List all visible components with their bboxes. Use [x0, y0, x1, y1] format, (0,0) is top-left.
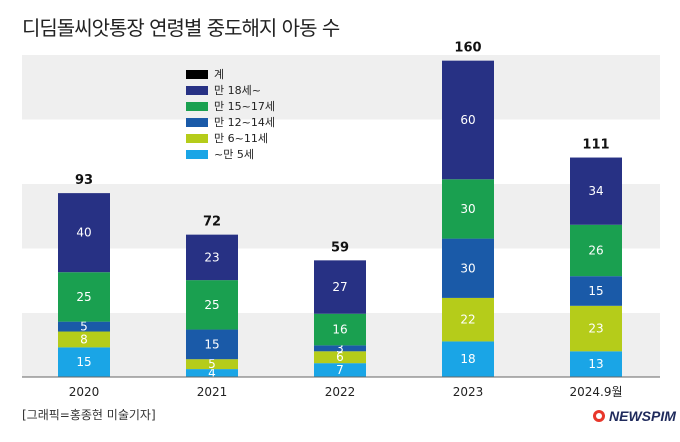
- bar-total-label: 111: [582, 138, 609, 153]
- legend-item: ~만 5세: [186, 146, 275, 162]
- bar-value-label: 30: [460, 202, 475, 216]
- bar-value-label: 30: [460, 261, 475, 275]
- bar-segment: [58, 193, 110, 273]
- legend-swatch: [186, 133, 208, 143]
- bar-value-label: 60: [460, 113, 475, 127]
- brand-dot-icon: [593, 410, 605, 422]
- legend-swatch: [186, 69, 208, 79]
- bar-total-label: 72: [203, 215, 221, 230]
- bar-value-label: 40: [76, 226, 91, 240]
- bar-value-label: 27: [332, 280, 347, 294]
- legend-label: 만 15~17세: [214, 100, 275, 113]
- bar-segment: [570, 157, 622, 225]
- bar-segment: [58, 321, 110, 332]
- bar-segment: [442, 238, 494, 298]
- bar-value-label: 23: [588, 322, 603, 336]
- bar-total-label: 160: [454, 41, 481, 56]
- legend-item: 만 12~14세: [186, 114, 275, 130]
- x-tick-label: 2023: [453, 385, 484, 399]
- bar-total-label: 93: [75, 173, 93, 188]
- legend-label: 만 18세~: [214, 84, 261, 97]
- legend-label: ~만 5세: [214, 148, 254, 161]
- bars: 1585254093451525237276316275918223030601…: [58, 41, 622, 380]
- bar-value-label: 25: [204, 298, 219, 312]
- bar-segment: [570, 276, 622, 306]
- legend-label: 만 6~11세: [214, 132, 268, 145]
- bar-value-label: 18: [460, 352, 475, 366]
- bar-segment: [186, 329, 238, 360]
- x-tick-label: 2022: [325, 385, 356, 399]
- bar-segment: [442, 179, 494, 239]
- bar-segment: [58, 272, 110, 322]
- bar-segment: [186, 359, 238, 370]
- bar-segment: [314, 363, 366, 377]
- bar-segment: [58, 331, 110, 348]
- legend-item: 만 15~17세: [186, 98, 275, 114]
- bar-value-label: 15: [204, 337, 219, 351]
- bar-value-label: 23: [204, 250, 219, 264]
- bar-value-label: 8: [80, 332, 88, 346]
- bar-value-label: 15: [588, 284, 603, 298]
- bar-segment: [58, 347, 110, 377]
- legend-item: 계: [186, 66, 275, 82]
- legend-swatch: [186, 101, 208, 111]
- bar-value-label: 25: [76, 290, 91, 304]
- bar-segment: [570, 351, 622, 377]
- x-axis-labels: 2020 2021 2022 2023 2024.9월: [69, 385, 623, 399]
- bar-value-label: 16: [332, 323, 347, 337]
- x-tick-label: 2024.9월: [569, 385, 622, 399]
- bar-segment: [314, 260, 366, 314]
- chart-title: 디딤돌씨앗통장 연령별 중도해지 아동 수: [22, 16, 340, 40]
- bar-segment: [186, 234, 238, 281]
- x-tick-label: 2021: [197, 385, 228, 399]
- bar-value-label: 3: [336, 341, 344, 355]
- legend-label: 계: [214, 68, 225, 81]
- bar-segment: [442, 297, 494, 342]
- bar-value-label: 34: [588, 184, 603, 198]
- bar-value-label: 22: [460, 313, 475, 327]
- bar-value-label: 15: [76, 355, 91, 369]
- bar-value-label: 5: [80, 320, 88, 334]
- bar-segment: [442, 60, 494, 180]
- bar-segment: [314, 345, 366, 352]
- legend-item: 만 6~11세: [186, 130, 275, 146]
- x-tick-label: 2020: [69, 385, 100, 399]
- background-band: [22, 55, 660, 120]
- bar-value-label: 26: [588, 243, 603, 257]
- legend-label: 만 12~14세: [214, 116, 275, 129]
- legend-swatch: [186, 149, 208, 159]
- bar-value-label: 13: [588, 357, 603, 371]
- bar-segment: [442, 341, 494, 377]
- background-band: [22, 184, 660, 249]
- bar-segment: [570, 224, 622, 277]
- bar-value-label: 7: [336, 363, 344, 377]
- bar-segment: [314, 351, 366, 364]
- bar-total-label: 59: [331, 240, 349, 255]
- bar-value-label: 5: [208, 357, 216, 371]
- bar-value-label: 4: [208, 366, 216, 380]
- bar-segment: [314, 313, 366, 346]
- bar-segment: [570, 305, 622, 352]
- graphic-credit: [그래픽=홍종현 미술기자]: [22, 408, 156, 422]
- brand-logo: NEWSPIM: [593, 408, 676, 424]
- brand-name: NEWSPIM: [609, 408, 676, 424]
- bar-segment: [186, 369, 238, 377]
- legend-swatch: [186, 117, 208, 127]
- legend-item: 만 18세~: [186, 82, 275, 98]
- legend-swatch: [186, 85, 208, 95]
- bar-value-label: 6: [336, 350, 344, 364]
- bar-segment: [186, 280, 238, 330]
